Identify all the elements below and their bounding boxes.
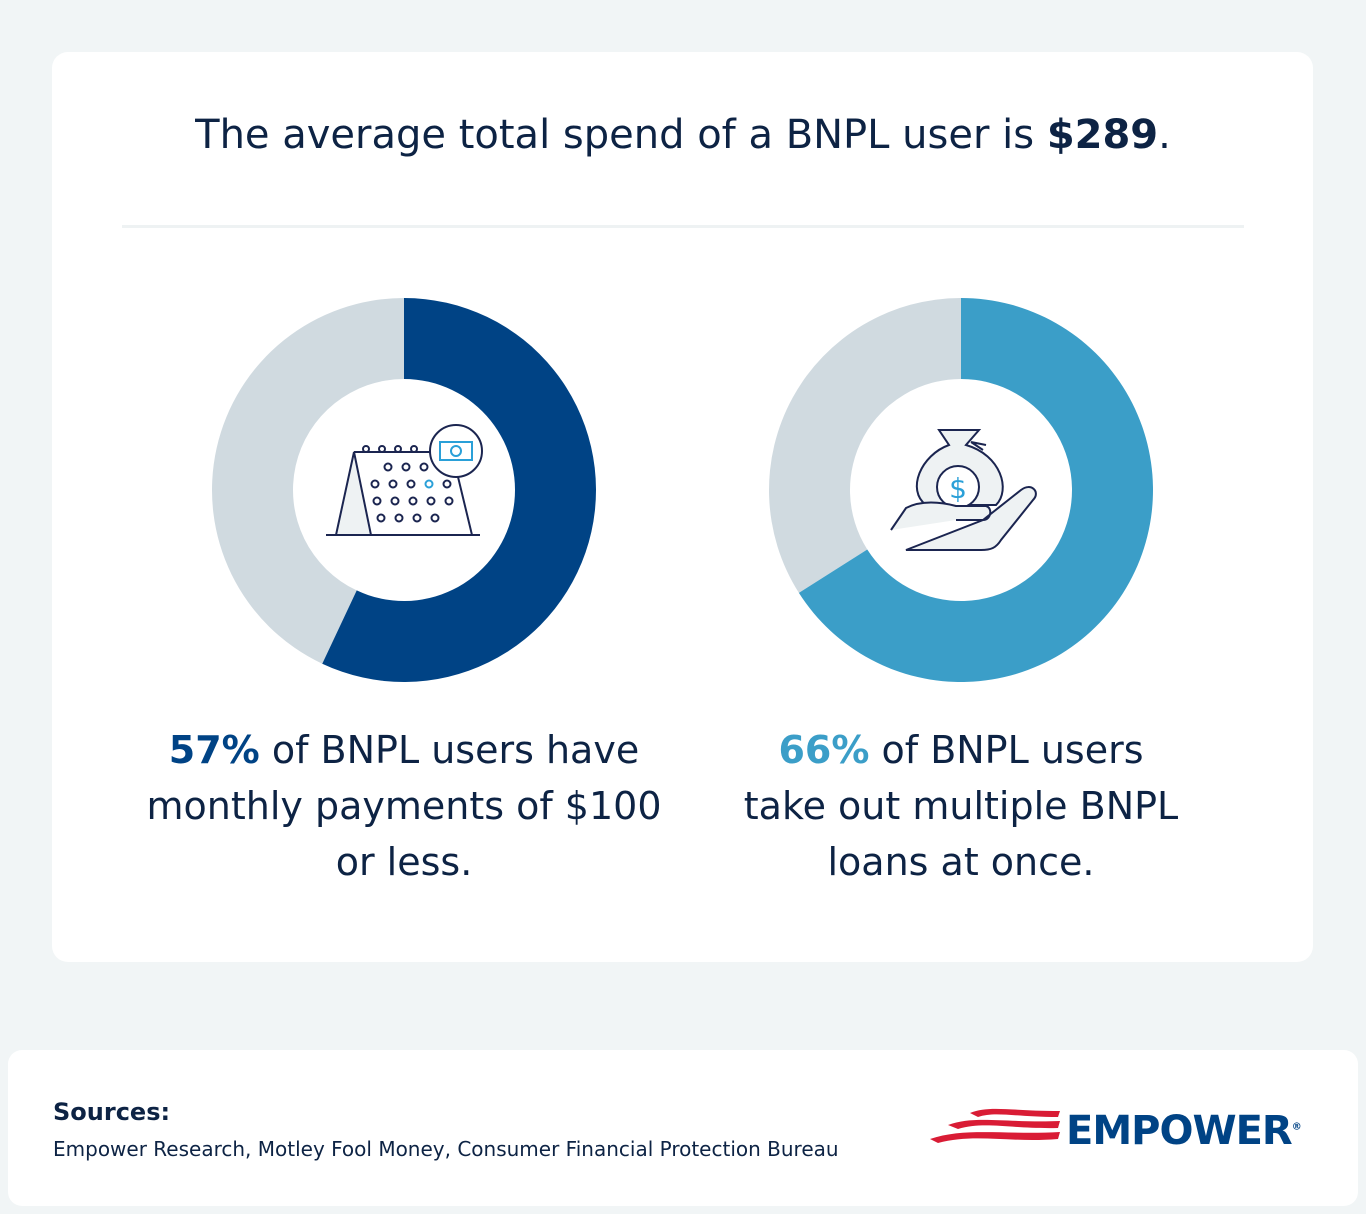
caption-value: 66%	[778, 728, 870, 772]
calendar-day-dot	[406, 479, 416, 489]
calendar-day-dot	[442, 479, 452, 489]
calendar-day-dot	[370, 479, 380, 489]
headline: The average total spend of a BNPL user i…	[0, 112, 1366, 158]
donut-chart-multiple-loans: $	[769, 298, 1153, 682]
calendar-money-icon	[326, 424, 483, 536]
logo-text: EMPOWER	[1066, 1108, 1293, 1154]
calendar-day-dot	[388, 479, 398, 489]
calendar-day-dot	[394, 513, 404, 523]
calendar-day-dot	[390, 496, 400, 506]
calendar-day-dot	[444, 496, 454, 506]
donut-chart-monthly-payments	[211, 298, 596, 682]
calendar-day-dot	[383, 462, 393, 472]
headline-suffix: .	[1158, 112, 1171, 158]
svg-text:$: $	[949, 472, 967, 505]
headline-text: The average total spend of a BNPL user i…	[195, 112, 1047, 158]
donut-slice-highlight	[322, 298, 596, 682]
calendar-day-dot	[419, 462, 429, 472]
calendar-day-dot	[412, 513, 422, 523]
calendar-day-dot	[424, 479, 434, 489]
logo-registered: ®	[1291, 1121, 1302, 1133]
caption-multiple-loans: 66% of BNPL users take out multiple BNPL…	[701, 722, 1221, 890]
calendar-day-dot	[401, 462, 411, 472]
sources-label: Sources:	[53, 1098, 171, 1126]
donut-slice-remainder	[211, 298, 404, 664]
empower-logo: EMPOWER®	[1066, 1108, 1302, 1154]
sources-list: Empower Research, Motley Fool Money, Con…	[53, 1137, 839, 1161]
caption-text: of BNPL users have monthly payments of $…	[146, 728, 662, 884]
calendar-day-dot	[426, 496, 436, 506]
headline-amount: $289	[1046, 112, 1159, 158]
empower-logo-flag-icon	[930, 1108, 1060, 1143]
caption-monthly-payments: 57% of BNPL users have monthly payments …	[144, 722, 664, 890]
money-bag-hand-icon: $	[890, 429, 1037, 551]
calendar-day-dot	[372, 496, 382, 506]
caption-text: of BNPL users take out multiple BNPL loa…	[743, 728, 1179, 884]
calendar-day-dot	[430, 513, 440, 523]
donut-slice-remainder	[769, 298, 961, 593]
divider	[122, 225, 1244, 228]
calendar-day-dot	[408, 496, 418, 506]
footer	[8, 1050, 1358, 1206]
caption-value: 57%	[168, 728, 260, 772]
donut-slice-highlight	[798, 298, 1153, 682]
calendar-day-dot	[376, 513, 386, 523]
